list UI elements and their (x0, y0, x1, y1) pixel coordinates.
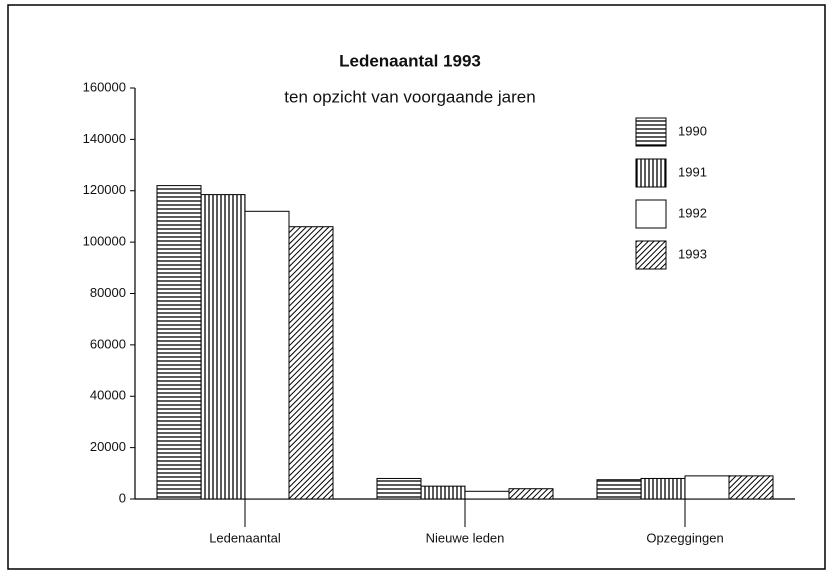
legend-swatch (635, 158, 667, 188)
legend-label: 1993 (678, 246, 707, 261)
bar (464, 490, 510, 500)
legend-label: 1990 (678, 123, 707, 138)
x-tick-label: Ledenaantal (209, 530, 281, 545)
bar (684, 475, 730, 500)
bar (200, 194, 246, 500)
y-tick-label: 120000 (83, 182, 126, 197)
y-tick-label: 40000 (90, 388, 126, 403)
bar (420, 485, 466, 500)
y-tick-label: 60000 (90, 336, 126, 351)
bar (288, 226, 334, 500)
y-tick-label: 140000 (83, 131, 126, 146)
legend-swatch (635, 117, 667, 147)
bar (596, 479, 642, 500)
chart-title: Ledenaantal 1993 (339, 51, 481, 70)
y-tick-label: 20000 (90, 439, 126, 454)
bar (508, 488, 554, 500)
bar (728, 475, 774, 500)
bar (376, 477, 422, 500)
y-tick-label: 160000 (83, 79, 126, 94)
legend-label: 1992 (678, 205, 707, 220)
legend-swatch (635, 199, 667, 229)
bar (640, 477, 686, 500)
chart-subtitle: ten opzicht van voorgaande jaren (284, 87, 535, 106)
bar (244, 210, 290, 500)
x-tick-label: Nieuwe leden (426, 530, 505, 545)
frame (7, 4, 826, 570)
x-tick-label: Opzeggingen (646, 530, 723, 545)
y-tick-label: 0 (119, 490, 126, 505)
legend-label: 1991 (678, 164, 707, 179)
y-tick-label: 100000 (83, 234, 126, 249)
bar (156, 185, 202, 500)
y-tick-label: 80000 (90, 285, 126, 300)
legend-swatch (635, 240, 667, 270)
